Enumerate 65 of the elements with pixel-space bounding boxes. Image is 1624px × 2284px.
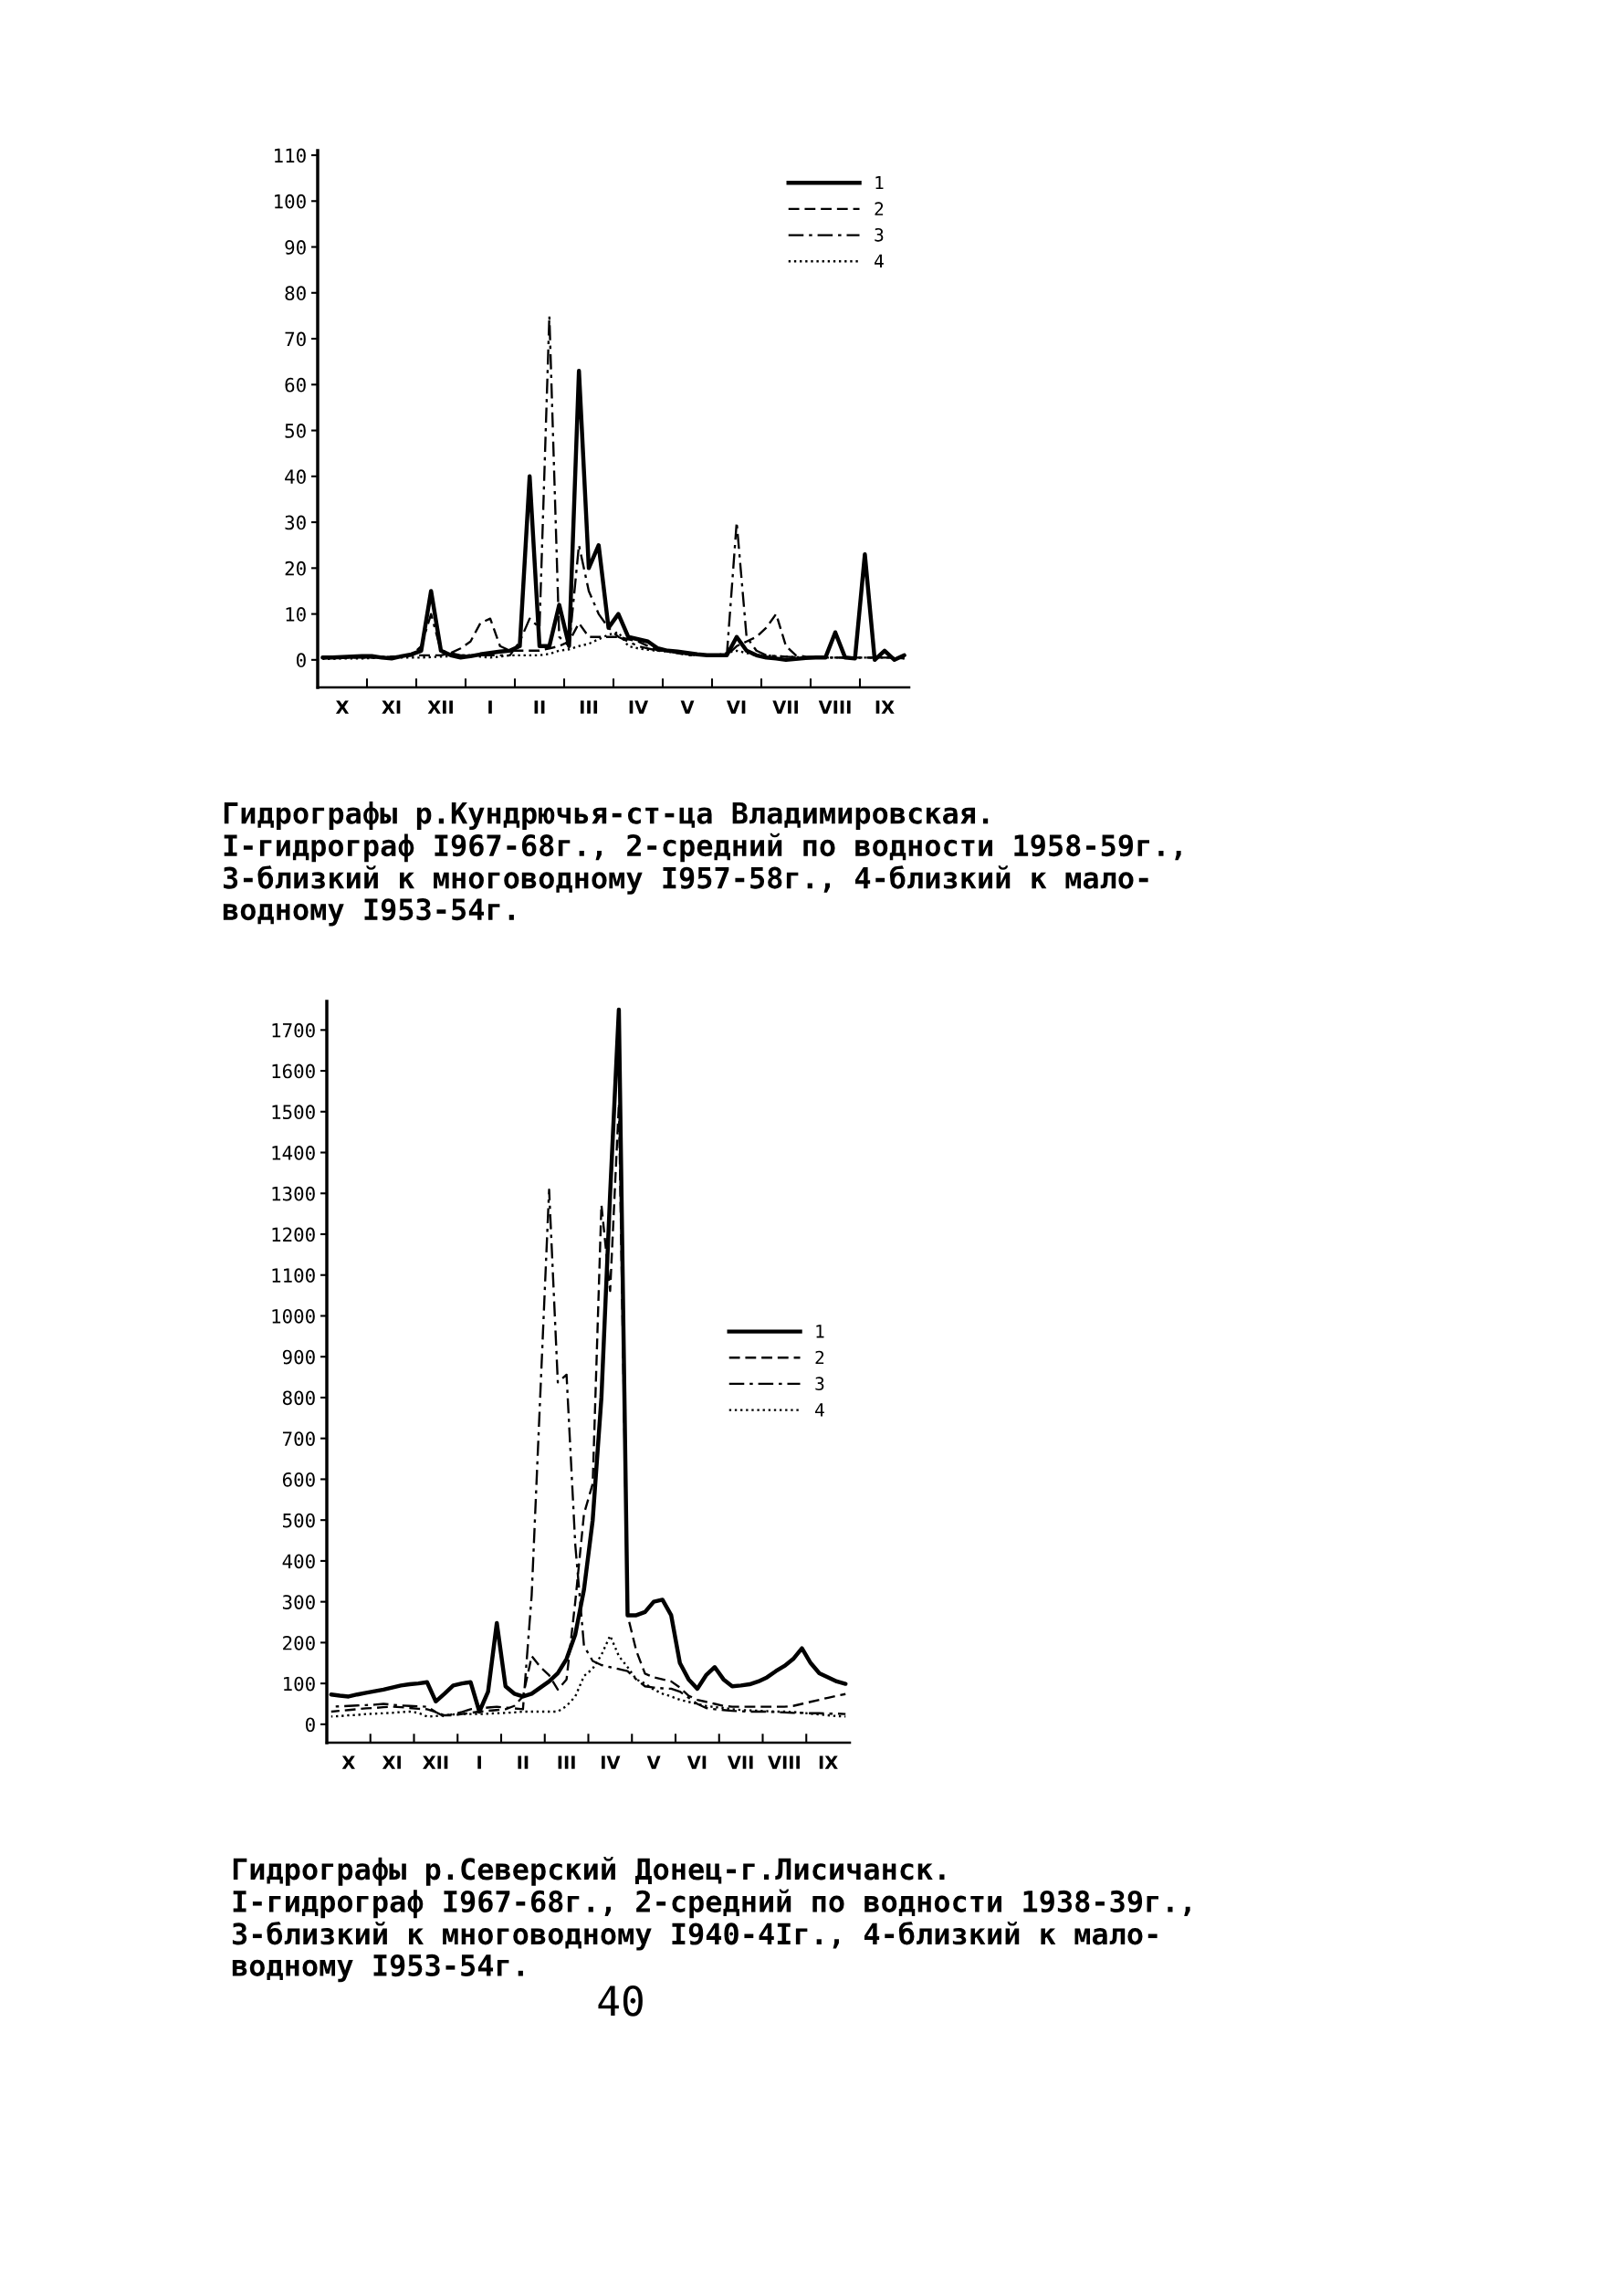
x-tick-label: VIII: [768, 1755, 800, 1769]
x-tick-label: IX: [819, 1755, 838, 1769]
legend-label: 4: [815, 1403, 824, 1417]
x-tick-label: IX: [875, 700, 895, 714]
x-tick-label: V: [680, 700, 695, 714]
y-tick-label: 100: [284, 1676, 315, 1692]
y-tick-label: 1400: [272, 1146, 315, 1160]
y-tick-label: 100: [275, 194, 306, 209]
x-tick-label: I: [477, 1755, 481, 1769]
x-tick-label: VII: [727, 1755, 753, 1769]
legend-label: 3: [875, 227, 884, 242]
y-tick-label: 40: [285, 469, 306, 485]
legend-label: 3: [815, 1377, 824, 1391]
x-tick-label: XII: [427, 700, 453, 714]
legend-label: 4: [875, 254, 884, 268]
x-tick-label: III: [580, 700, 598, 714]
y-tick-label: 1500: [272, 1105, 315, 1120]
y-tick-label: 1000: [272, 1308, 315, 1324]
text: Гидрографы р.Северский Донец-г.Лисичанск. I-гидрограф I967-68г., 2-средний по водности 1938-39г., 3-близкий к многоводному I940-4Iг., 4-близкий к мало- водному I953-54г.: [232, 1857, 1190, 1983]
y-tick-label: 1200: [272, 1227, 315, 1242]
x-tick-label: XI: [382, 700, 401, 714]
x-tick-label: II: [534, 700, 545, 714]
legend-label: 2: [875, 202, 884, 215]
y-tick-label: 1700: [272, 1022, 315, 1038]
y-tick-label: 300: [282, 1595, 315, 1609]
x-tick-label: III: [558, 1755, 575, 1769]
legend-label: 1: [816, 1325, 824, 1338]
x-tick-label: X: [341, 1755, 355, 1769]
y-tick-label: 80: [285, 286, 306, 301]
y-tick-label: 30: [285, 515, 306, 530]
legend-label: 2: [815, 1350, 824, 1365]
x-tick-label: VII: [772, 700, 798, 714]
x-tick-label: VIII: [818, 700, 851, 714]
x-tick-label: VI: [686, 1755, 707, 1769]
y-tick-label: 700: [282, 1431, 315, 1446]
x-tick-label: VI: [726, 700, 746, 714]
x-tick-label: XI: [382, 1755, 401, 1769]
y-tick-label: 0: [297, 653, 306, 668]
y-tick-label: 50: [285, 424, 306, 438]
y-tick-label: 500: [283, 1513, 315, 1528]
x-tick-label: XII: [423, 1755, 448, 1769]
y-tick-label: 600: [282, 1472, 315, 1487]
y-tick-label: 10: [286, 607, 306, 622]
y-tick-label: 0: [306, 1717, 315, 1733]
y-tick-label: 900: [282, 1349, 315, 1365]
y-tick-label: 20: [285, 561, 306, 576]
y-tick-label: 70: [285, 331, 306, 347]
x-tick-label: IV: [629, 700, 649, 714]
y-tick-label: 1600: [272, 1063, 315, 1079]
y-tick-label: 200: [283, 1635, 315, 1650]
y-tick-label: 1100: [272, 1268, 315, 1283]
text: 40: [598, 1985, 643, 2017]
x-tick-label: II: [518, 1755, 529, 1769]
y-tick-label: 90: [285, 240, 306, 255]
x-tick-label: I: [488, 700, 492, 714]
y-tick-label: 110: [275, 148, 306, 163]
x-tick-label: V: [646, 1755, 661, 1769]
y-tick-label: 400: [282, 1554, 315, 1569]
y-tick-label: 1300: [272, 1186, 315, 1201]
y-tick-label: 800: [282, 1390, 315, 1406]
y-tick-label: 60: [285, 377, 306, 393]
text: Гидрографы р.Кундрючья-ст-ца Владимировская. I-гидрограф I967-68г., 2-средний по водности 1958-59г., 3-близкий к многоводному I957-58г., 4-близкий к мало- водному I953-54г.: [223, 801, 1181, 927]
legend-label: 1: [875, 175, 884, 190]
x-tick-label: X: [335, 700, 350, 714]
x-tick-label: IV: [602, 1755, 621, 1769]
